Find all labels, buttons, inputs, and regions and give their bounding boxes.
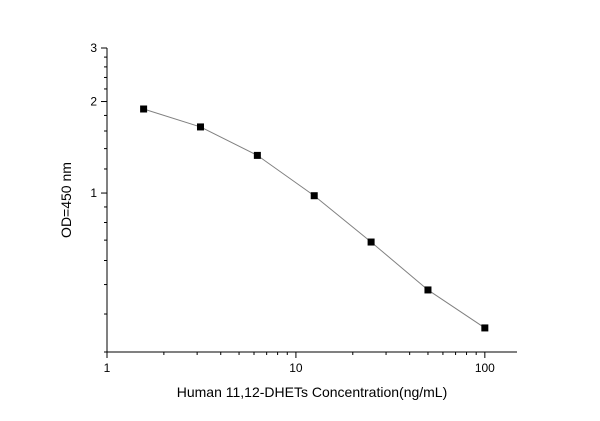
ticks: 1 10 100 1 2 3 (90, 41, 495, 375)
data-point (367, 238, 375, 246)
data-point (253, 151, 261, 159)
y-tick-label: 2 (90, 95, 97, 109)
data-point (481, 324, 489, 332)
y-tick-label: 3 (90, 41, 97, 55)
data-point (310, 192, 318, 200)
series (140, 105, 489, 332)
x-tick-label: 10 (289, 361, 303, 375)
x-tick-label: 1 (104, 361, 111, 375)
y-tick-label: 1 (90, 186, 97, 200)
data-point (424, 286, 432, 294)
data-point (140, 105, 148, 113)
y-axis-title: OD=450 nm (58, 162, 74, 238)
series-line (143, 108, 486, 329)
axes (106, 48, 517, 353)
x-tick-label: 100 (475, 361, 495, 375)
data-point (196, 123, 204, 131)
x-axis-title: Human 11,12-DHETs Concentration(ng/mL) (177, 384, 448, 400)
